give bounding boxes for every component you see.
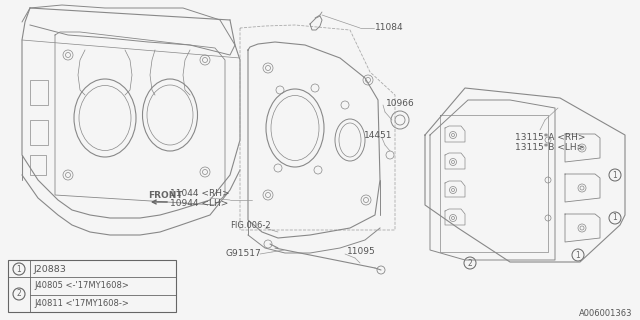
Text: A006001363: A006001363 <box>579 308 632 317</box>
Text: 2: 2 <box>17 290 21 299</box>
Text: G91517: G91517 <box>225 250 260 259</box>
Text: 1: 1 <box>612 171 618 180</box>
Text: J40811 <'17MY1608->: J40811 <'17MY1608-> <box>34 300 129 308</box>
Bar <box>30 155 46 175</box>
Bar <box>30 120 48 145</box>
Text: J20883: J20883 <box>34 265 67 274</box>
Text: J40805 <-'17MY1608>: J40805 <-'17MY1608> <box>34 282 129 291</box>
Text: FIG.006-2: FIG.006-2 <box>230 221 271 230</box>
Text: 11095: 11095 <box>347 247 376 257</box>
Text: 2: 2 <box>468 259 472 268</box>
Bar <box>30 80 48 105</box>
Text: 10944 <LH>: 10944 <LH> <box>170 199 228 209</box>
Text: 13115*B <LH>: 13115*B <LH> <box>515 143 584 153</box>
Text: 1: 1 <box>17 265 21 274</box>
Text: 13115*A <RH>: 13115*A <RH> <box>515 132 586 141</box>
Text: FRONT: FRONT <box>148 191 182 201</box>
Text: 1: 1 <box>575 251 580 260</box>
Text: 10966: 10966 <box>386 99 415 108</box>
Text: 14451: 14451 <box>364 132 392 140</box>
Text: 1: 1 <box>612 213 618 222</box>
Bar <box>8 260 176 312</box>
Text: 11084: 11084 <box>375 23 404 33</box>
Text: 11044 <RH>: 11044 <RH> <box>170 189 230 198</box>
